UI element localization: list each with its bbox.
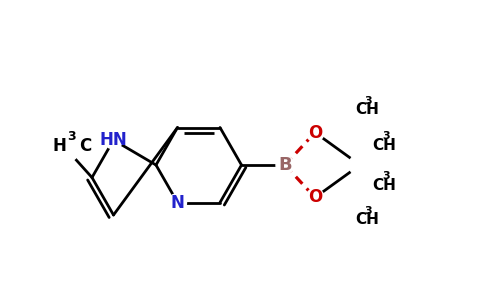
Text: 3: 3: [364, 96, 372, 106]
Circle shape: [306, 188, 324, 206]
Circle shape: [376, 166, 414, 204]
Circle shape: [376, 126, 414, 164]
Text: C: C: [79, 137, 91, 155]
Text: 3: 3: [382, 131, 390, 141]
Text: CH: CH: [373, 137, 396, 152]
Text: 3: 3: [364, 206, 372, 216]
Text: N: N: [170, 194, 184, 211]
Text: O: O: [308, 124, 322, 142]
Circle shape: [168, 194, 186, 211]
Circle shape: [359, 91, 396, 129]
Text: HN: HN: [100, 131, 127, 149]
Text: B: B: [278, 156, 292, 174]
Circle shape: [56, 139, 74, 157]
Circle shape: [276, 156, 294, 174]
Text: CH: CH: [355, 212, 379, 227]
Text: CH: CH: [373, 178, 396, 193]
Circle shape: [359, 201, 396, 239]
Text: CH: CH: [355, 103, 379, 118]
Text: O: O: [308, 188, 322, 206]
Circle shape: [50, 133, 80, 163]
Circle shape: [105, 131, 122, 149]
Text: H: H: [52, 137, 66, 155]
Text: 3: 3: [67, 130, 76, 142]
Circle shape: [349, 154, 371, 176]
Circle shape: [306, 124, 324, 142]
Text: 3: 3: [382, 171, 390, 181]
